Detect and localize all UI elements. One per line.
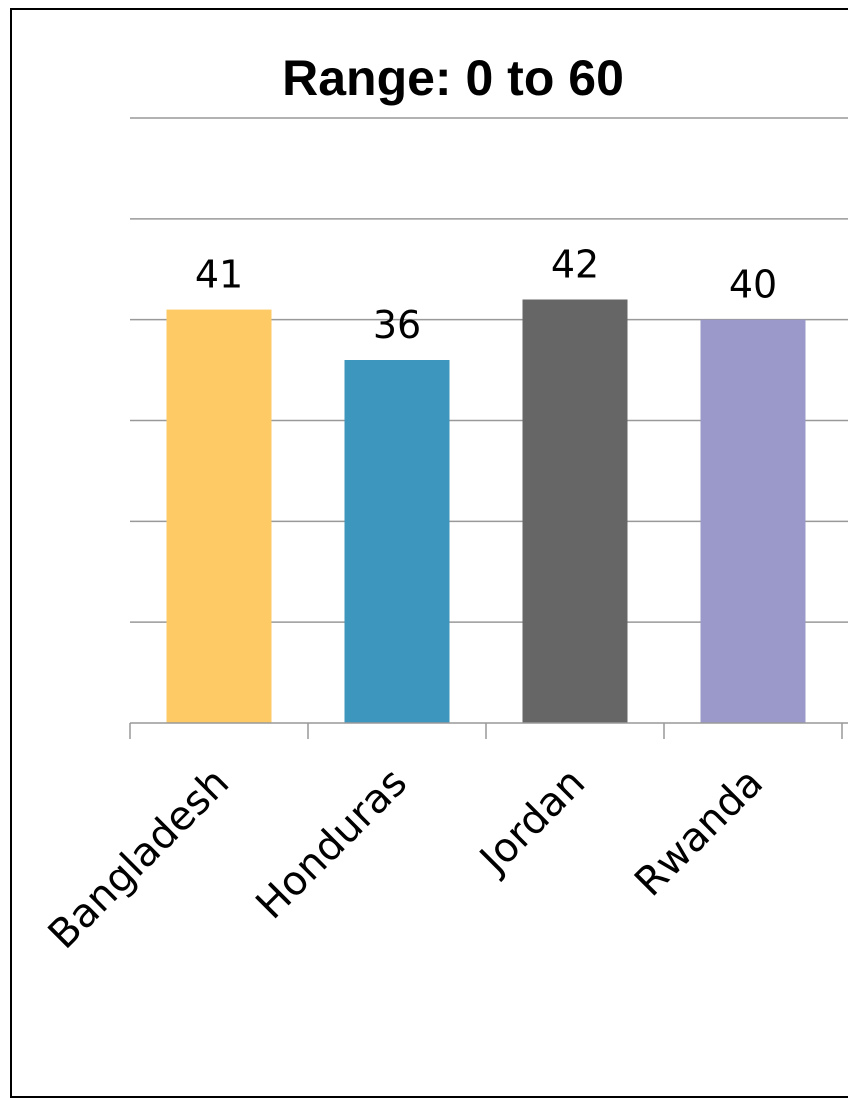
bar-jordan: [522, 299, 628, 723]
x-tick-label: Honduras: [247, 760, 416, 929]
x-tick-label: Rwanda: [626, 760, 772, 906]
x-tick-label: Jordan: [469, 760, 594, 885]
data-label: 40: [729, 263, 777, 307]
data-label: 42: [551, 243, 599, 287]
bar-honduras: [344, 360, 450, 723]
chart-title: Range: 0 to 60: [282, 50, 624, 106]
x-tick-label: Bangladesh: [40, 760, 238, 958]
bar-bangladesh: [166, 309, 272, 723]
data-label: 41: [195, 253, 243, 297]
data-label: 36: [373, 303, 421, 347]
bar-rwanda: [700, 319, 806, 723]
bar-chart: 41 36 42 40 Bangladesh Honduras Jordan Rwanda: [40, 117, 848, 958]
